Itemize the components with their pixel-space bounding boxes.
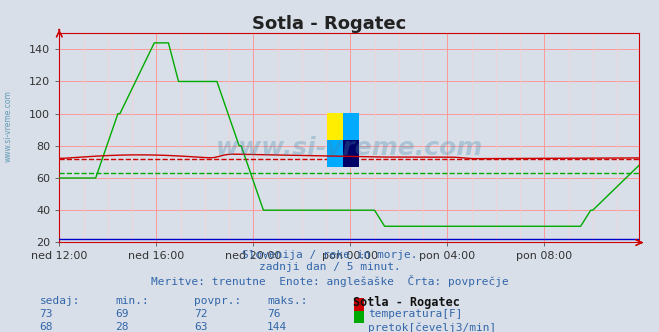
- Text: sedaj:: sedaj:: [40, 296, 80, 306]
- Text: Slovenija / reke in morje.: Slovenija / reke in morje.: [242, 250, 417, 260]
- Text: 68: 68: [40, 322, 53, 332]
- Text: www.si-vreme.com: www.si-vreme.com: [3, 90, 13, 162]
- Text: min.:: min.:: [115, 296, 149, 306]
- Text: zadnji dan / 5 minut.: zadnji dan / 5 minut.: [258, 262, 401, 272]
- Text: pretok[čevelj3/min]: pretok[čevelj3/min]: [368, 322, 497, 332]
- Text: povpr.:: povpr.:: [194, 296, 242, 306]
- Text: 73: 73: [40, 309, 53, 319]
- Text: 63: 63: [194, 322, 208, 332]
- Text: www.si-vreme.com: www.si-vreme.com: [215, 136, 483, 160]
- Text: temperatura[F]: temperatura[F]: [368, 309, 463, 319]
- Text: 69: 69: [115, 309, 129, 319]
- Text: 72: 72: [194, 309, 208, 319]
- Text: 144: 144: [267, 322, 287, 332]
- Text: maks.:: maks.:: [267, 296, 307, 306]
- Text: Sotla - Rogatec: Sotla - Rogatec: [353, 296, 459, 309]
- Text: Sotla - Rogatec: Sotla - Rogatec: [252, 15, 407, 33]
- Text: 28: 28: [115, 322, 129, 332]
- Text: 76: 76: [267, 309, 280, 319]
- Text: Meritve: trenutne  Enote: anglešaške  Črta: povprečje: Meritve: trenutne Enote: anglešaške Črta…: [151, 275, 508, 287]
